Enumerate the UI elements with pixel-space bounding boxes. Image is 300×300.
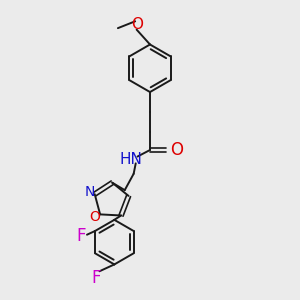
Text: O: O xyxy=(131,17,143,32)
Text: O: O xyxy=(170,141,183,159)
Text: F: F xyxy=(76,227,86,245)
Text: O: O xyxy=(89,210,100,224)
Text: N: N xyxy=(84,185,94,199)
Text: HN: HN xyxy=(119,152,142,167)
Text: F: F xyxy=(92,269,101,287)
